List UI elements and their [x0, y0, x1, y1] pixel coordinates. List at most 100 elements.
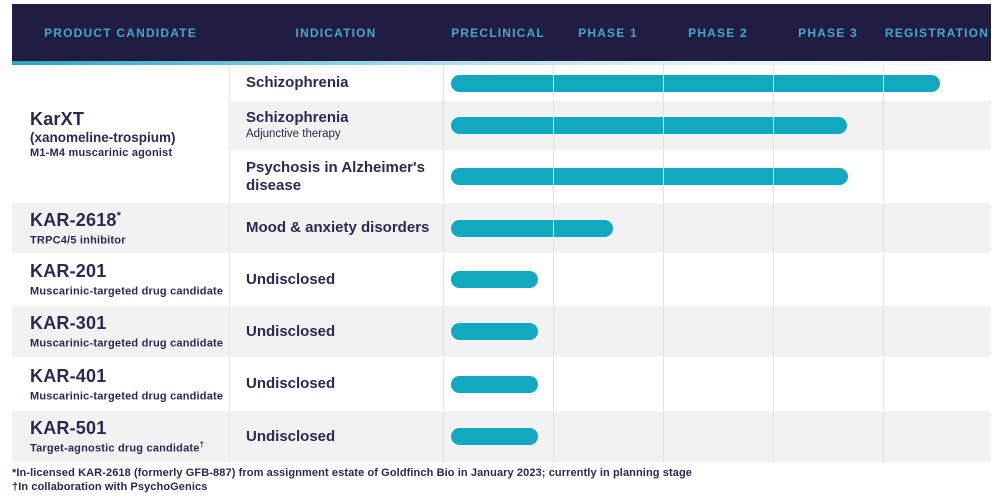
- gridline: [883, 203, 884, 253]
- table-row: KAR-501 Target-agnostic drug candidate† …: [12, 411, 991, 462]
- column-header-phase-1: PHASE 1: [578, 25, 638, 40]
- gridline: [883, 411, 884, 462]
- indication-cell: Schizophrenia Adjunctive therapy: [229, 101, 443, 150]
- column-header-indication: INDICATION: [295, 25, 377, 40]
- gridline: [773, 203, 774, 253]
- pipeline-bar: [451, 323, 539, 340]
- indication-label: Undisclosed: [246, 375, 336, 393]
- table-row: Schizophrenia: [229, 65, 991, 101]
- product-cell-kar-501: KAR-501 Target-agnostic drug candidate†: [12, 411, 229, 462]
- gridline: [443, 150, 444, 203]
- table-row: KAR-301 Muscarinic-targeted drug candida…: [12, 306, 991, 357]
- column-header-registration: REGISTRATION: [884, 25, 990, 40]
- footnote-asterisk: *In-licensed KAR-2618 (formerly GFB-887)…: [12, 467, 692, 479]
- gridline: [443, 411, 444, 462]
- pipeline-bar: [451, 271, 539, 288]
- product-name-text: KAR-401: [30, 365, 107, 386]
- gridline: [773, 65, 774, 101]
- indication-cell: Undisclosed: [229, 306, 443, 357]
- product-cell-karxt: KarXT (xanomeline-trospium) M1-M4 muscar…: [12, 65, 229, 203]
- gridline: [883, 253, 884, 306]
- indication-label: Psychosis in Alzheimer's disease: [246, 159, 425, 194]
- product-cell-kar-301: KAR-301 Muscarinic-targeted drug candida…: [12, 306, 229, 357]
- product-mechanism-text: TRPC4/5 inhibitor: [30, 234, 126, 247]
- product-name-text: KAR-2618: [30, 209, 117, 230]
- product-cell-kar-401: KAR-401 Muscarinic-targeted drug candida…: [12, 357, 229, 411]
- product-mechanism: TRPC4/5 inhibitor: [30, 232, 229, 247]
- indication-label: Schizophrenia: [246, 74, 349, 92]
- indication-sublabel: Adjunctive therapy: [246, 127, 341, 140]
- pipeline-bar: [451, 74, 940, 92]
- pipeline-bar: [451, 117, 848, 134]
- product-cell-kar-2618: KAR-2618* TRPC4/5 inhibitor: [12, 203, 229, 253]
- indication-cell: Undisclosed: [229, 357, 443, 411]
- gridline: [553, 150, 554, 203]
- indication-label: Undisclosed: [246, 427, 336, 445]
- product-name-text: KAR-501: [30, 418, 107, 439]
- phase-progress-cell: [443, 150, 991, 203]
- gridline: [773, 150, 774, 203]
- gridline: [553, 357, 554, 411]
- phase-progress-cell: [443, 411, 991, 462]
- product-mechanism: Target-agnostic drug candidate†: [30, 440, 229, 455]
- indication-cell: Mood & anxiety disorders: [229, 203, 443, 253]
- indication-cell: Undisclosed: [229, 253, 443, 306]
- indication-cell: Schizophrenia: [229, 65, 443, 101]
- product-mechanism-text: Muscarinic-targeted drug candidate: [30, 285, 224, 298]
- pipeline-bar: [451, 375, 539, 393]
- gridline: [773, 101, 774, 150]
- product-mechanism-text: Target-agnostic drug candidate: [30, 442, 200, 455]
- phase-progress-cell: [443, 253, 991, 306]
- header-accent-gradient-bar: [12, 61, 991, 65]
- gridline: [883, 357, 884, 411]
- table-row: KAR-401 Muscarinic-targeted drug candida…: [12, 357, 991, 411]
- table-header: PRODUCT CANDIDATE INDICATION PRECLINICAL…: [12, 4, 991, 61]
- gridline: [663, 253, 664, 306]
- gridline: [663, 411, 664, 462]
- gridline: [443, 101, 444, 150]
- karxt-group-row: KarXT (xanomeline-trospium) M1-M4 muscar…: [12, 65, 991, 203]
- gridline: [883, 101, 884, 150]
- gridline: [443, 203, 444, 253]
- phase-progress-cell: [443, 306, 991, 357]
- gridline: [883, 65, 884, 101]
- gridline: [663, 150, 664, 203]
- pipeline-bar: [451, 428, 539, 445]
- column-header-preclinical: PRECLINICAL: [451, 25, 545, 40]
- gridline: [553, 203, 554, 253]
- product-name: KAR-401: [30, 366, 229, 387]
- gridline: [663, 65, 664, 101]
- indication-label: Mood & anxiety disorders: [246, 219, 430, 237]
- gridline: [773, 306, 774, 357]
- pipeline-table: PRODUCT CANDIDATE INDICATION PRECLINICAL…: [12, 4, 991, 462]
- gridline: [663, 203, 664, 253]
- product-name-text: KAR-201: [30, 261, 107, 282]
- gridline: [553, 65, 554, 101]
- gridline: [663, 306, 664, 357]
- gridline: [773, 411, 774, 462]
- footnote-dagger: †In collaboration with PsychoGenics: [12, 480, 208, 493]
- column-header-phase-2: PHASE 2: [688, 25, 748, 40]
- product-name: KarXT: [30, 109, 85, 130]
- table-row: Psychosis in Alzheimer's disease: [229, 150, 991, 203]
- gridline: [443, 357, 444, 411]
- phase-progress-cell: [443, 203, 991, 253]
- karxt-indication-rows: Schizophrenia: [229, 65, 991, 203]
- gridline: [553, 101, 554, 150]
- pipeline-bar: [451, 219, 614, 237]
- gridline: [663, 101, 664, 150]
- table-body: KarXT (xanomeline-trospium) M1-M4 muscar…: [12, 65, 991, 462]
- product-generic-name: (xanomeline-trospium): [30, 129, 176, 145]
- product-name: KAR-501: [30, 418, 229, 439]
- gridline: [663, 357, 664, 411]
- table-row: KAR-201 Muscarinic-targeted drug candida…: [12, 253, 991, 306]
- product-cell-kar-201: KAR-201 Muscarinic-targeted drug candida…: [12, 253, 229, 306]
- product-mechanism: Muscarinic-targeted drug candidate: [30, 283, 229, 298]
- phase-progress-cell: [443, 65, 991, 101]
- product-mechanism-text: Muscarinic-targeted drug candidate: [30, 337, 224, 350]
- gridline: [443, 65, 444, 101]
- product-name: KAR-301: [30, 313, 229, 334]
- indication-label: Undisclosed: [246, 322, 336, 340]
- indication-cell: Psychosis in Alzheimer's disease: [229, 150, 443, 203]
